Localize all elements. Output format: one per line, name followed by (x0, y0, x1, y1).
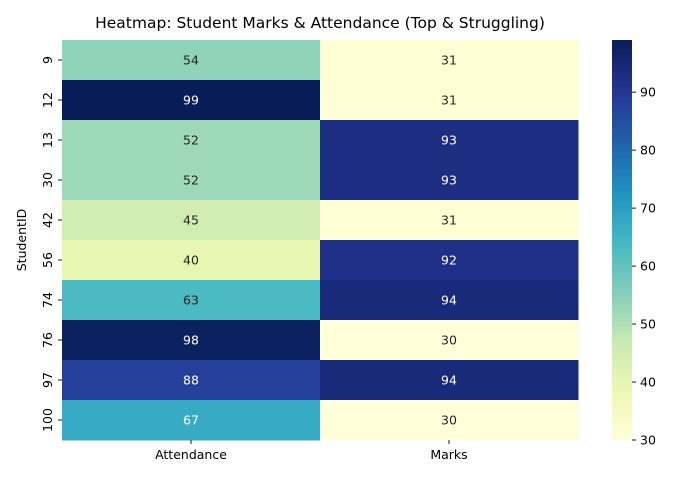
heatmap-cell-97-marks (320, 360, 579, 401)
heatmap-cell-13-attendance (62, 120, 321, 161)
cell-value-label: 63 (183, 293, 199, 308)
heatmap-cell-74-marks (320, 280, 579, 321)
colorbar-tick-label: 50 (640, 317, 656, 332)
heatmap-cell-100-attendance (62, 400, 321, 441)
y-tick-label: 74 (40, 292, 55, 308)
y-tick-label: 100 (40, 408, 55, 432)
heatmap-cell-12-attendance (62, 80, 321, 121)
cell-value-label: 93 (441, 173, 457, 188)
heatmap-cell-30-attendance (62, 160, 321, 201)
heatmap-cell-9-attendance (62, 40, 321, 81)
cell-value-label: 99 (183, 93, 199, 108)
heatmap-cell-12-marks (320, 80, 579, 121)
heatmap-cell-76-attendance (62, 320, 321, 361)
cell-value-label: 30 (441, 333, 457, 348)
cell-value-label: 31 (441, 53, 457, 68)
colorbar-tick-label: 80 (640, 143, 656, 158)
heatmap-cell-30-marks (320, 160, 579, 201)
colorbar-tick-label: 30 (640, 433, 656, 448)
cell-value-label: 31 (441, 213, 457, 228)
heatmap-cell-42-attendance (62, 200, 321, 241)
y-tick-label: 30 (40, 172, 55, 188)
colorbar-gradient (612, 40, 632, 440)
cell-value-label: 31 (441, 93, 457, 108)
cell-value-label: 54 (183, 53, 199, 68)
cell-value-label: 67 (183, 413, 199, 428)
heatmap-cell-9-marks (320, 40, 579, 81)
y-tick-label: 12 (40, 92, 55, 108)
chart-title: Heatmap: Student Marks & Attendance (Top… (95, 14, 545, 32)
y-tick-label: 42 (40, 212, 55, 228)
colorbar-tick-label: 90 (640, 85, 656, 100)
y-tick-label: 9 (40, 56, 55, 64)
heatmap-cell-97-attendance (62, 360, 321, 401)
y-tick-label: 97 (40, 372, 55, 388)
x-tick-label: Attendance (155, 447, 227, 462)
cell-value-label: 30 (441, 413, 457, 428)
cell-value-label: 98 (183, 333, 199, 348)
y-axis-ticks: 9 12 13 30 42 56 74 76 97 100 (40, 56, 62, 432)
cell-value-label: 52 (183, 133, 199, 148)
heatmap-cell-13-marks (320, 120, 579, 161)
heatmap-cell-76-marks (320, 320, 579, 361)
cell-value-label: 88 (183, 373, 199, 388)
colorbar-tick-label: 40 (640, 375, 656, 390)
x-axis-ticks: Attendance Marks (155, 440, 468, 462)
cell-value-label: 94 (441, 293, 457, 308)
cell-value-label: 93 (441, 133, 457, 148)
cell-value-label: 45 (183, 213, 199, 228)
cell-value-label: 92 (441, 253, 457, 268)
cell-value-label: 52 (183, 173, 199, 188)
y-tick-label: 13 (40, 132, 55, 148)
heatmap-cell-42-marks (320, 200, 579, 241)
heatmap-cell-56-attendance (62, 240, 321, 281)
heatmap-cells (62, 40, 579, 441)
cell-annotations: 54 31 99 31 52 93 52 93 45 31 40 92 63 94 98 30 88 94 67 30 (183, 53, 457, 428)
y-tick-label: 76 (40, 332, 55, 348)
heatmap-cell-100-marks (320, 400, 579, 441)
cell-value-label: 40 (183, 253, 199, 268)
cell-value-label: 94 (441, 373, 457, 388)
heatmap-cell-74-attendance (62, 280, 321, 321)
colorbar-tick-label: 60 (640, 259, 656, 274)
colorbar: 30 40 50 60 70 80 90 (612, 40, 656, 448)
x-tick-label: Marks (430, 447, 467, 462)
y-axis-label: StudentID (14, 209, 29, 272)
heatmap-cell-56-marks (320, 240, 579, 281)
y-tick-label: 56 (40, 252, 55, 268)
colorbar-tick-label: 70 (640, 201, 656, 216)
